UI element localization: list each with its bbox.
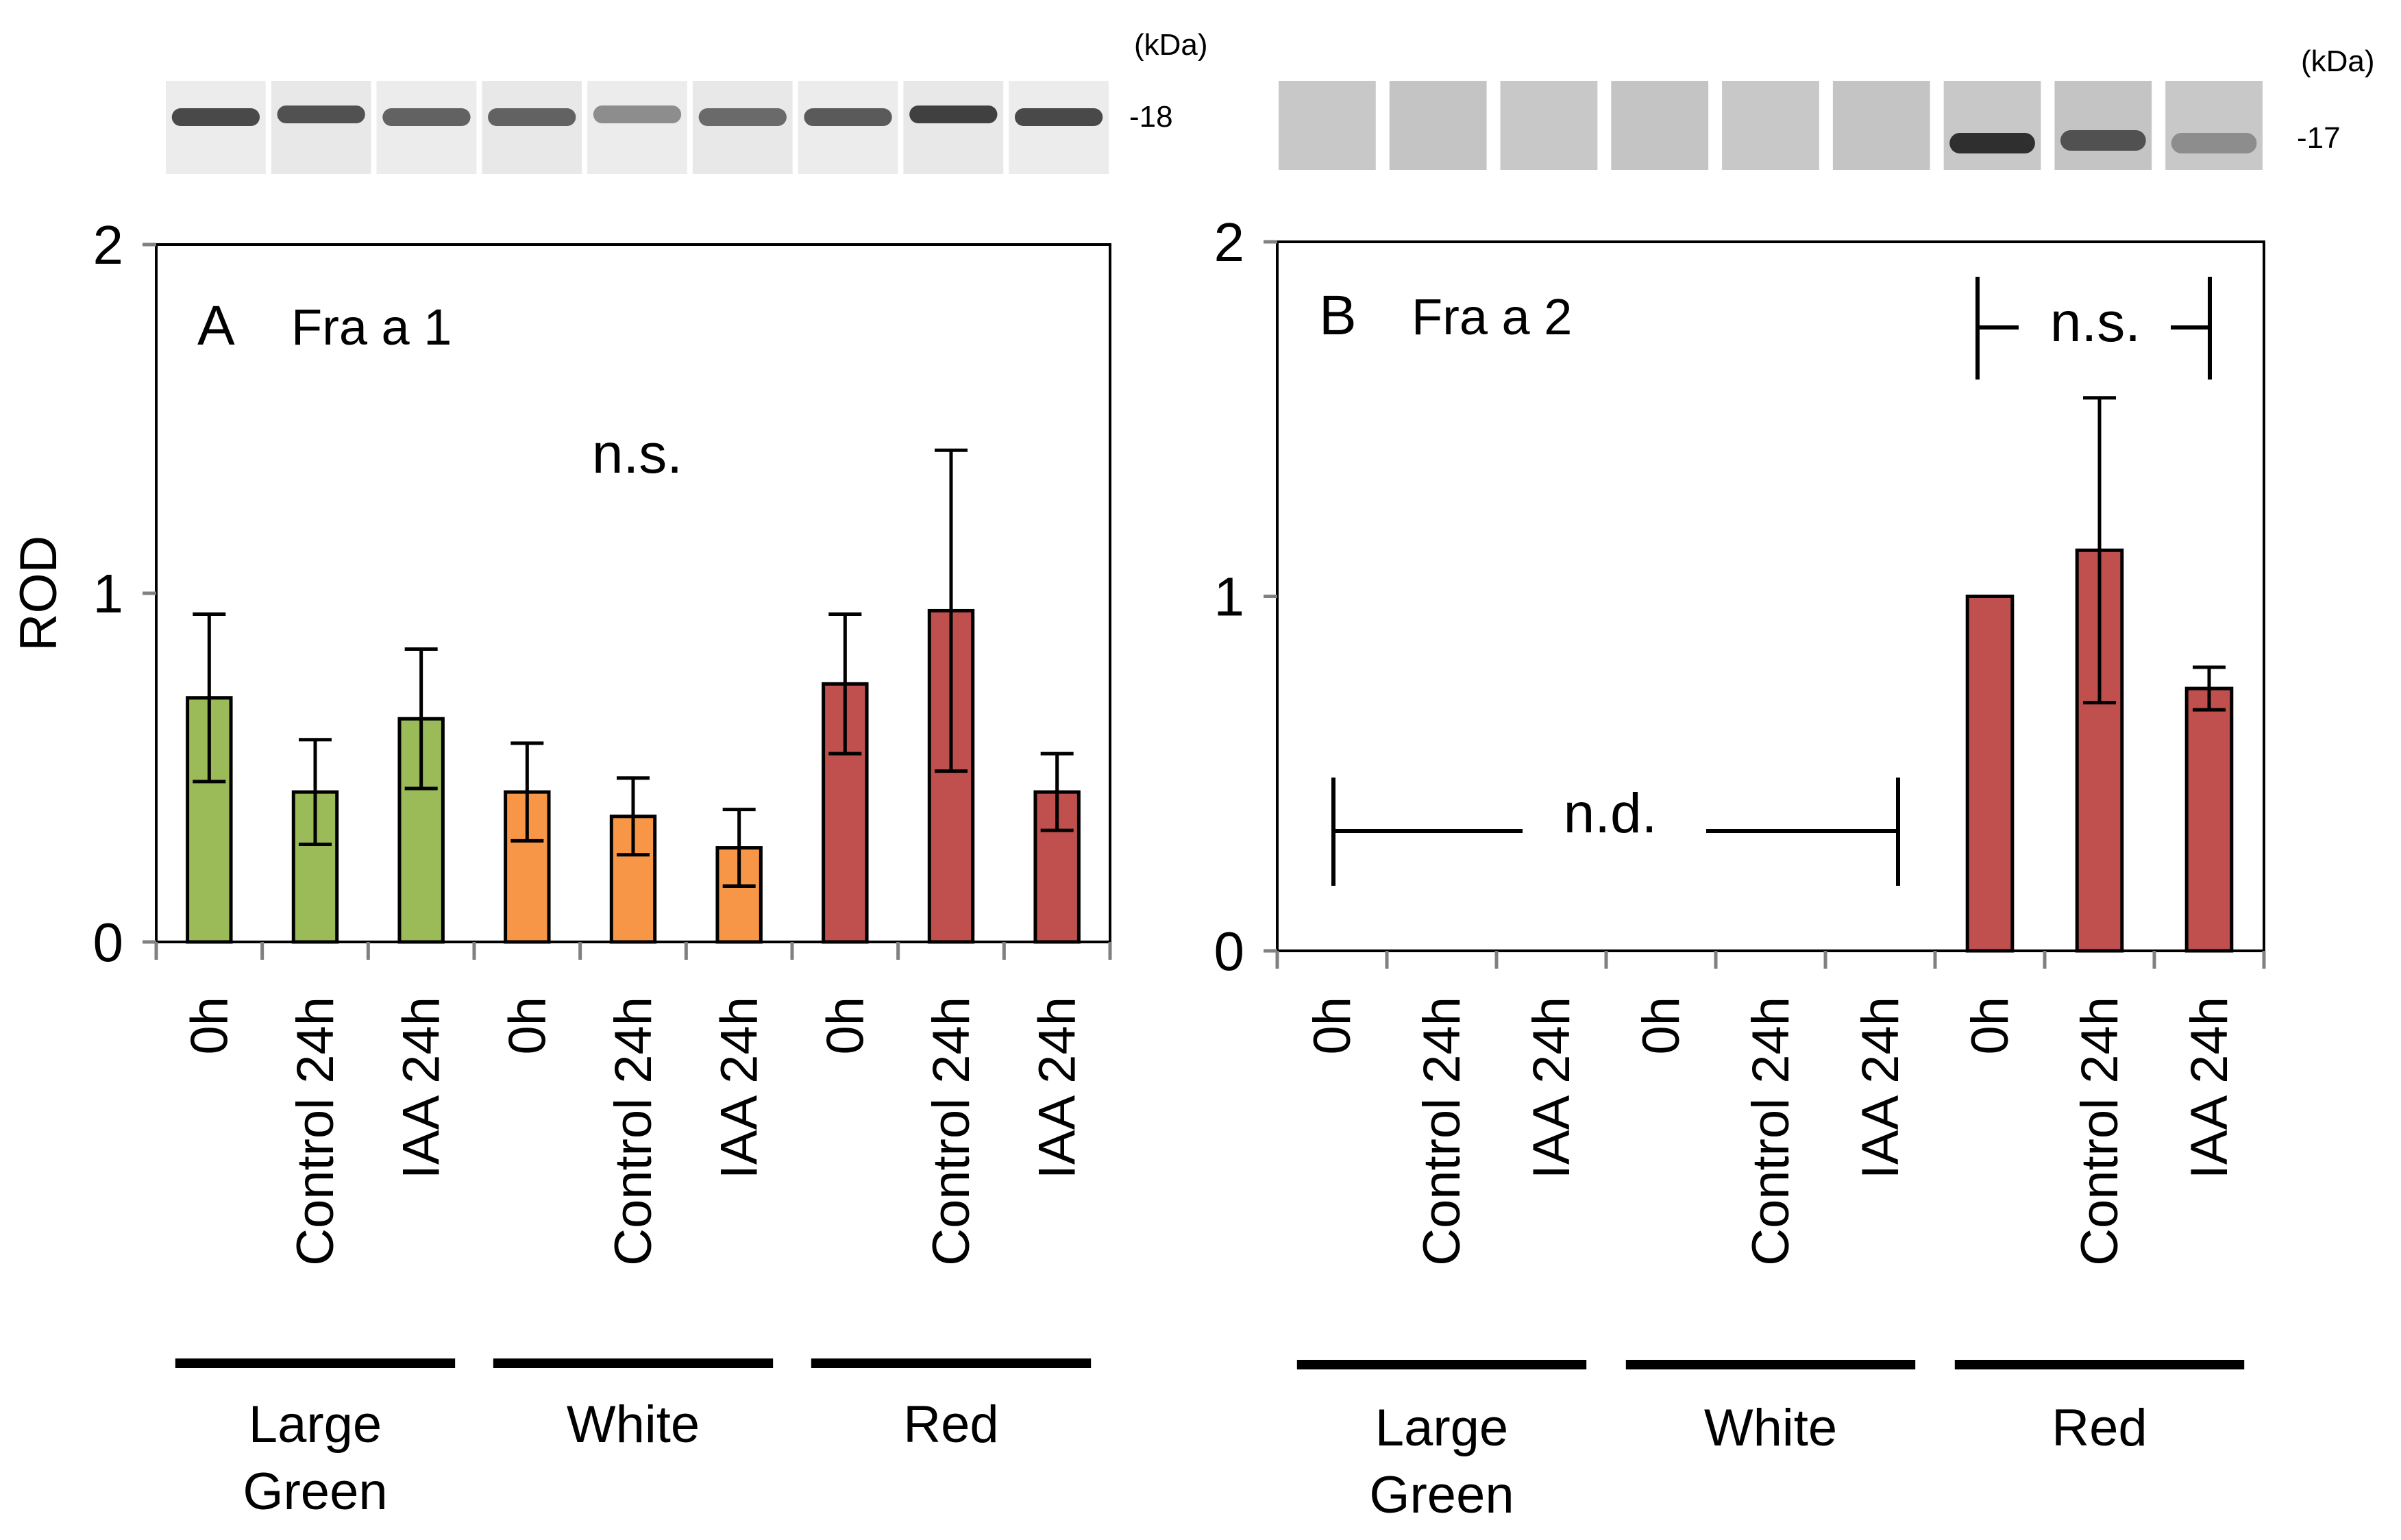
blot-band bbox=[1014, 108, 1103, 126]
y-tick-label: 1 bbox=[93, 563, 124, 624]
blot-lane bbox=[1943, 81, 2041, 170]
bar bbox=[609, 815, 657, 944]
blot-lane bbox=[166, 81, 266, 174]
group-label: Green bbox=[243, 1463, 387, 1521]
panel-b-letter: B bbox=[1319, 284, 1357, 347]
bar bbox=[2184, 686, 2234, 953]
x-tick-label: 0h bbox=[816, 997, 874, 1055]
x-tick-label: 0h bbox=[1961, 997, 2019, 1055]
western-blot-b bbox=[1279, 81, 2263, 170]
blot-band bbox=[1949, 133, 2035, 153]
group-label: Green bbox=[1369, 1466, 1514, 1524]
blot-lane bbox=[482, 81, 582, 174]
y-axis-a: 0 1 2 bbox=[93, 214, 156, 973]
nd-bracket bbox=[1331, 778, 1900, 886]
x-tick-label: IAA 24h bbox=[711, 997, 769, 1179]
y-tick-label: 0 bbox=[1214, 921, 1245, 982]
blot-band bbox=[488, 108, 576, 126]
x-tick-labels-a: 0h Control 24h IAA 24h 0h Control 24h IAA 24h… bbox=[180, 997, 1086, 1266]
blot-lane bbox=[1611, 81, 1709, 170]
blot-b-unit-label: (kDa) bbox=[2301, 45, 2375, 78]
blot-lane bbox=[1722, 81, 1819, 170]
x-tick-label: IAA 24h bbox=[1851, 997, 1910, 1179]
x-tick-label: IAA 24h bbox=[393, 997, 451, 1179]
bar bbox=[1965, 595, 2015, 953]
group-label: Large bbox=[1375, 1399, 1508, 1457]
blot-b-size-label: -17 bbox=[2297, 121, 2341, 155]
blot-lane bbox=[798, 81, 898, 174]
y-tick-label: 1 bbox=[1214, 567, 1245, 628]
panel-a-title: Fra a 1 bbox=[291, 299, 452, 356]
blot-lane bbox=[2054, 81, 2152, 170]
western-blot-a bbox=[166, 81, 1109, 174]
blot-band bbox=[2171, 133, 2257, 153]
x-tick-label: Control 24h bbox=[1413, 997, 1471, 1266]
y-tick-label: 0 bbox=[93, 912, 124, 973]
blot-lane bbox=[1279, 81, 1376, 170]
x-tick-label: Control 24h bbox=[604, 997, 663, 1266]
x-tick-label: 0h bbox=[1303, 997, 1362, 1055]
x-tick-label: IAA 24h bbox=[2180, 997, 2239, 1179]
annotation-ns-b: n.s. bbox=[2050, 291, 2141, 353]
group-label: Red bbox=[2052, 1399, 2147, 1457]
blot-lane bbox=[2165, 81, 2263, 170]
x-tick-label: 0h bbox=[180, 997, 238, 1055]
blot-a-unit-label: (kDa) bbox=[1134, 28, 1208, 62]
bars-a bbox=[186, 608, 1081, 944]
y-axis-label-a: ROD bbox=[10, 536, 68, 651]
group-label: Large bbox=[249, 1395, 382, 1454]
x-tick-label: Control 24h bbox=[1742, 997, 1800, 1266]
blot-band bbox=[277, 105, 365, 123]
blot-band bbox=[593, 105, 682, 123]
blot-lane bbox=[587, 81, 687, 174]
blot-lane bbox=[1500, 81, 1598, 170]
blot-band bbox=[2060, 130, 2146, 151]
group-label: Red bbox=[903, 1395, 998, 1454]
x-tick-label: 0h bbox=[1632, 997, 1690, 1055]
y-tick-label: 2 bbox=[1214, 212, 1245, 273]
blot-lane bbox=[903, 81, 1004, 174]
x-tick-label: IAA 24h bbox=[1029, 997, 1087, 1179]
x-tick-labels-b: 0h Control 24h IAA 24h 0h Control 24h IAA 24h… bbox=[1303, 997, 2239, 1266]
blot-lane bbox=[1009, 81, 1109, 174]
panel-b: (kDa) -17 B Fra a 2 n.d. n.s. 0 1 2 0h Cont… bbox=[1214, 45, 2375, 1524]
blot-a-size-label: -18 bbox=[1129, 100, 1173, 134]
x-tick-label: IAA 24h bbox=[1523, 997, 1581, 1179]
blot-lane bbox=[692, 81, 793, 174]
y-axis-b: 0 1 2 bbox=[1214, 212, 1277, 982]
annotation-ns-a: n.s. bbox=[592, 423, 682, 485]
bars-b bbox=[1965, 548, 2234, 953]
panel-b-title: Fra a 2 bbox=[1412, 288, 1572, 345]
blot-band bbox=[382, 108, 471, 126]
annotation-nd: n.d. bbox=[1564, 782, 1658, 845]
blot-band bbox=[909, 105, 998, 123]
blot-lane bbox=[271, 81, 371, 174]
blot-lane bbox=[1832, 81, 1930, 170]
panel-a-letter: A bbox=[197, 295, 235, 357]
ns-bracket bbox=[1975, 277, 2212, 380]
group-labels-b: Large Green White Red bbox=[1296, 1360, 2245, 1524]
blot-lane bbox=[376, 81, 477, 174]
x-tick-label: 0h bbox=[498, 997, 556, 1055]
group-labels-a: Large Green White Red bbox=[175, 1358, 1092, 1521]
panel-a: (kDa) -18 A Fra a 1 n.s. ROD 0 1 2 0h Contr… bbox=[10, 28, 1208, 1521]
blot-lane bbox=[1389, 81, 1487, 170]
blot-band bbox=[171, 108, 260, 126]
blot-band bbox=[698, 108, 787, 126]
x-axis-a bbox=[154, 942, 1112, 960]
y-tick-label: 2 bbox=[93, 214, 124, 275]
x-tick-label: Control 24h bbox=[2071, 997, 2129, 1266]
group-label: White bbox=[567, 1395, 700, 1454]
error-bars-b bbox=[2083, 396, 2226, 712]
error-bars-a bbox=[193, 448, 1074, 889]
group-label: White bbox=[1704, 1399, 1837, 1457]
blot-band bbox=[804, 108, 892, 126]
x-tick-label: Control 24h bbox=[922, 997, 981, 1266]
x-tick-label: Control 24h bbox=[286, 997, 345, 1266]
x-axis-b bbox=[1275, 951, 2266, 969]
